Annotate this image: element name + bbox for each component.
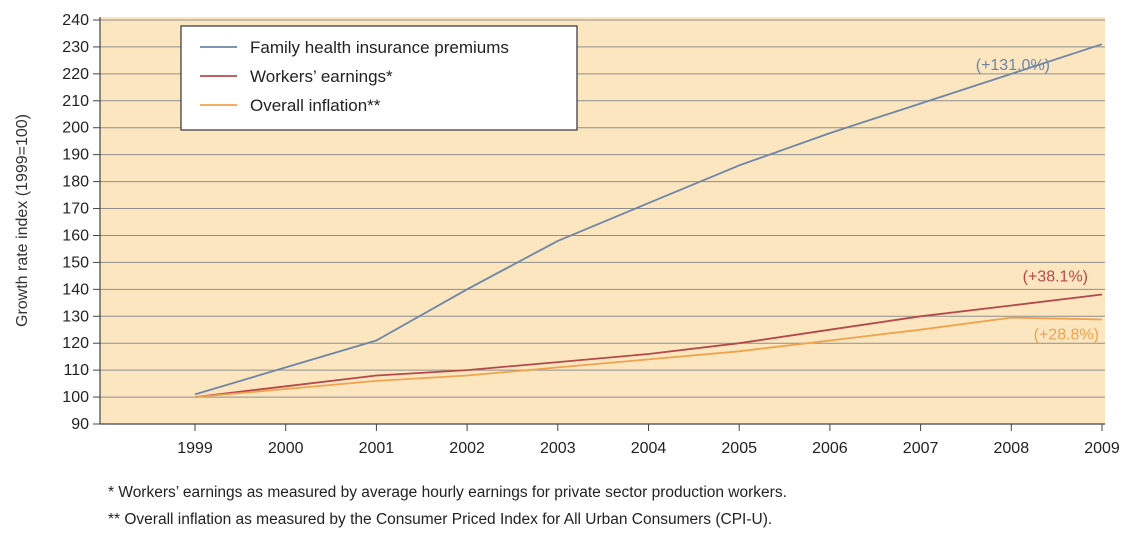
y-tick-label: 110 [63,362,89,379]
y-tick-label: 230 [62,39,89,56]
y-tick-label: 140 [62,281,89,298]
x-tick-label: 2002 [449,440,485,457]
series-annotation: (+28.8%) [1034,326,1099,343]
y-tick-label: 220 [62,66,89,83]
series-line [194,43,1103,396]
x-tick-label: 2008 [994,440,1030,457]
series-line [194,293,1103,398]
x-tick-label: 2009 [1084,440,1120,457]
series-line [194,316,1103,398]
legend-label: Overall inflation** [250,96,381,115]
legend-label: Family health insurance premiums [250,38,509,57]
x-tick-label: 2006 [812,440,848,457]
y-tick-label: 100 [62,389,89,406]
x-tick-label: 2001 [359,440,395,457]
legend: Family health insurance premiums Workers’… [180,25,578,131]
x-tick-label: 2007 [903,440,939,457]
y-tick-label: 130 [62,308,89,325]
x-axis-ticks: 1999 2000 2001 2002 2003 2004 2005 2006 2007 2008… [177,424,1120,457]
x-tick-label: 2004 [631,440,667,457]
x-tick-label: 2000 [268,440,304,457]
footnote-workers-earnings: * Workers’ earnings as measured by avera… [108,484,787,501]
x-tick-label: 2005 [721,440,757,457]
y-tick-label: 150 [62,254,89,271]
y-axis-ticks: 90 100 110 120 130 140 150 160 170 180 190 200 210 22… [62,12,100,433]
series-annotations: (+131.0%) (+38.1%) (+28.8%) [976,57,1099,343]
y-tick-label: 240 [62,12,89,29]
y-tick-label: 190 [62,147,89,164]
y-tick-label: 90 [71,416,89,433]
axes [99,17,1105,425]
series-annotation: (+38.1%) [1023,268,1088,285]
y-axis-label: Growth rate index (1999=100) [14,114,31,327]
footnote-overall-inflation: ** Overall inflation as measured by the … [108,511,773,528]
x-tick-label: 2003 [540,440,576,457]
y-tick-label: 180 [62,174,89,191]
grid-lines [100,19,1105,398]
series-annotation: (+131.0%) [976,57,1050,74]
legend-label: Workers’ earnings* [250,67,393,86]
y-tick-label: 160 [62,227,89,244]
y-tick-label: 170 [62,201,89,218]
legend-box [180,25,578,131]
series-lines [194,43,1103,398]
x-tick-label: 1999 [177,440,213,457]
y-tick-label: 210 [62,93,89,110]
y-tick-label: 200 [62,120,89,137]
y-tick-label: 120 [62,335,89,352]
